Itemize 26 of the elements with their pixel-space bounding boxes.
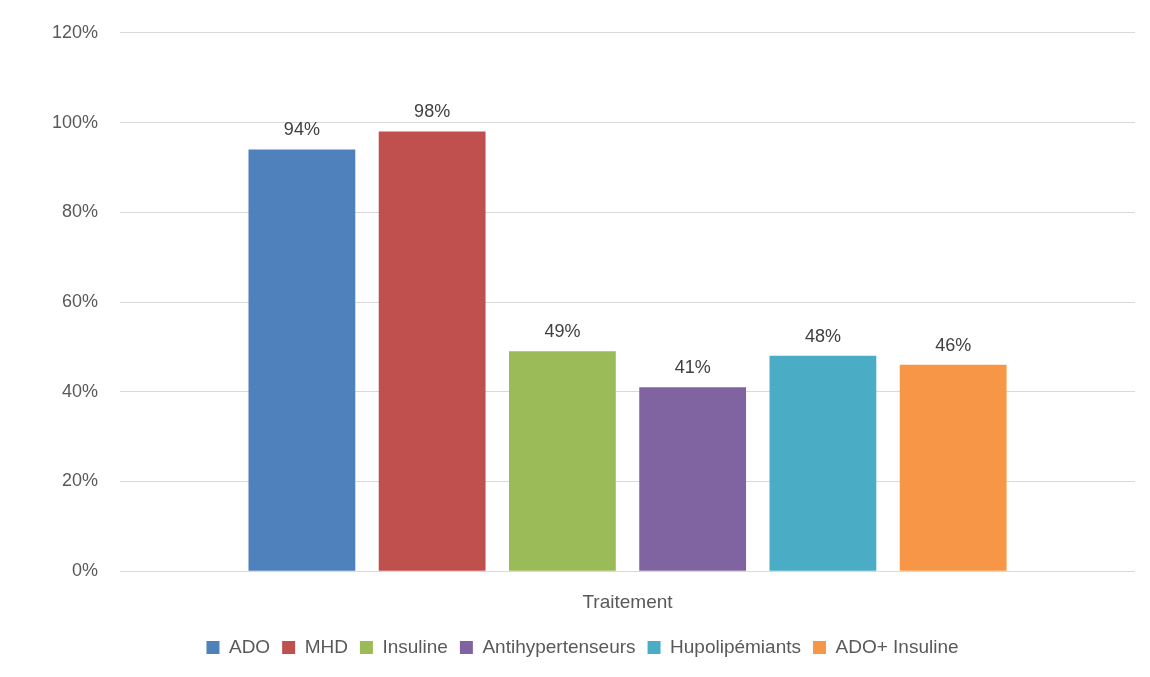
data-label: 48% (804, 325, 841, 346)
bar (508, 351, 616, 571)
y-tick-label: 100% (51, 111, 99, 132)
data-label: 98% (414, 101, 451, 122)
x-tick-label: Traitement (582, 590, 674, 612)
bar (248, 149, 356, 571)
legend-label: Antihypertenseurs (482, 635, 636, 657)
legend-label: Insuline (382, 635, 448, 657)
y-tick-label: 40% (62, 380, 99, 401)
y-tick-label: 0% (72, 560, 99, 581)
y-tick-label: 60% (62, 290, 99, 311)
legend-label: Hupolipémiants (670, 635, 802, 657)
legend-label: ADO (228, 635, 271, 657)
bar (378, 131, 486, 571)
data-label: 41% (674, 357, 711, 378)
data-label: 46% (935, 334, 972, 355)
bar (769, 355, 877, 571)
legend-label: ADO+ Insuline (835, 635, 959, 657)
bar (639, 387, 747, 571)
bar (899, 364, 1007, 571)
y-tick-label: 80% (62, 201, 99, 222)
data-label: 94% (283, 119, 320, 140)
legend-label: MHD (304, 635, 348, 657)
data-label: 49% (544, 321, 581, 342)
y-tick-label: 120% (51, 21, 99, 42)
y-tick-label: 20% (62, 470, 99, 491)
